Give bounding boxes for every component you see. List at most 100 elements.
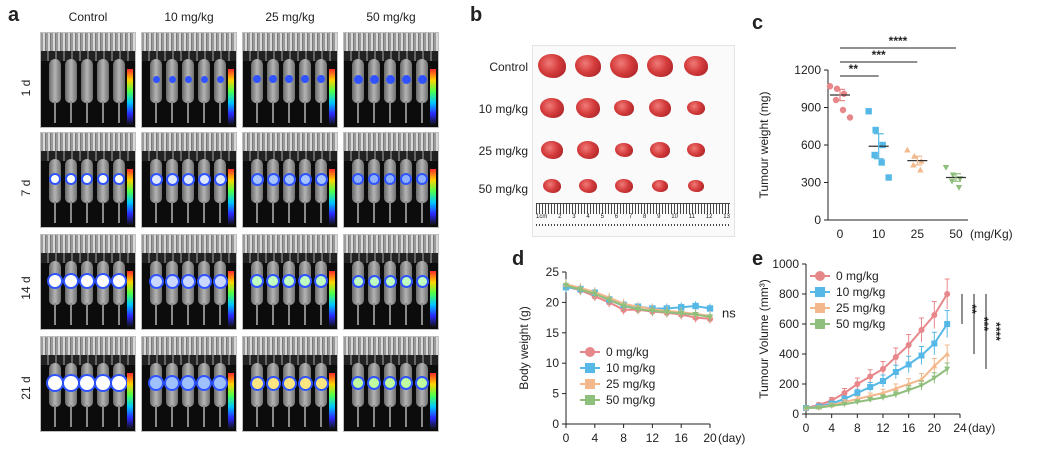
legend-label: 25 mg/kg — [606, 377, 656, 391]
y-tick-label: 200 — [779, 377, 799, 391]
luminescence-signal — [67, 175, 75, 183]
mouse-tail — [357, 201, 359, 223]
mouse-tail — [102, 303, 104, 325]
data-point — [885, 174, 892, 181]
data-point — [892, 385, 899, 391]
mouse-tail — [272, 101, 274, 123]
mouse-tail — [256, 101, 258, 123]
data-point — [904, 146, 911, 153]
mouse-tail — [405, 201, 407, 223]
data-point — [826, 83, 834, 90]
data-point — [620, 303, 627, 310]
mouse-image-cell — [141, 132, 237, 228]
x-tick-label: 4 — [828, 421, 835, 435]
data-point — [878, 159, 885, 166]
data-point — [955, 184, 963, 191]
luminescence-signal — [418, 175, 426, 183]
luminescence-signal — [167, 174, 177, 184]
ruler-label: 4 — [586, 214, 590, 220]
tumor — [647, 55, 673, 77]
data-point — [905, 342, 912, 348]
x-tick-label: 16 — [902, 421, 916, 435]
ns-annotation: ns — [722, 305, 736, 320]
data-point — [944, 291, 951, 297]
luminescence-signal — [369, 378, 379, 388]
data-point — [854, 381, 861, 387]
y-tick-label: 0 — [792, 407, 799, 421]
x-tick-label: 20 — [928, 421, 942, 435]
mouse — [97, 59, 109, 103]
mouse-tail — [320, 101, 322, 123]
legend-item: 25 mg/kg — [580, 376, 655, 392]
row-label-21d: 21 d — [19, 376, 33, 400]
panel-d-letter: d — [512, 248, 525, 270]
ruler-label: 13 — [723, 214, 730, 220]
data-point — [846, 114, 854, 121]
x-tick-label: 8 — [620, 431, 627, 445]
mouse-tail — [272, 201, 274, 223]
ruler-label: 8 — [642, 214, 647, 220]
body-weight-legend: 0 mg/kg 10 mg/kg 25 mg/kg 50 mg/kg — [580, 344, 655, 408]
x-axis-label: (day) — [718, 431, 745, 445]
tumor-row-label-25mg: 25 mg/kg — [478, 144, 528, 158]
luminescence-signal — [115, 175, 123, 183]
tumor — [614, 100, 634, 116]
legend-swatch — [580, 346, 600, 358]
ruler-label: 10 — [671, 214, 678, 220]
tumor — [541, 141, 563, 159]
luminescence-signal — [199, 174, 209, 184]
data-point — [833, 85, 841, 92]
mouse-tail — [320, 405, 322, 427]
imager-bar — [344, 133, 438, 151]
mouse — [283, 59, 295, 103]
data-point — [931, 340, 938, 347]
data-point — [815, 405, 822, 411]
legend-item: 0 mg/kg — [810, 268, 885, 284]
mouse-tail — [357, 405, 359, 427]
tumor-row-label-10mg: 10 mg/kg — [478, 102, 528, 116]
mouse-tail — [86, 201, 88, 223]
luminescence-signal — [370, 175, 378, 183]
imager-bar — [41, 253, 135, 263]
y-tick-label: 10 — [546, 356, 560, 370]
imager-bar — [344, 355, 438, 365]
y-tick-label: 0 — [552, 417, 559, 431]
color-scale-bar — [329, 69, 335, 125]
significance-label: **** — [889, 34, 908, 48]
data-point — [692, 302, 699, 310]
mouse — [214, 59, 226, 103]
mouse-tail — [389, 405, 391, 427]
x-axis-label: (mg/Kg) — [970, 227, 1013, 241]
luminescence-signal — [49, 275, 61, 287]
mouse — [166, 59, 178, 103]
luminescence-signal — [198, 377, 210, 389]
data-point — [918, 327, 925, 333]
data-point — [931, 363, 938, 369]
imager-bar — [344, 253, 438, 263]
ruler-label: 1cm — [536, 214, 548, 220]
data-point — [865, 108, 872, 115]
mouse-tail — [288, 405, 290, 427]
mouse-tail — [54, 303, 56, 325]
mouse-tail — [102, 405, 104, 427]
data-point — [841, 390, 848, 396]
tumor — [615, 179, 633, 193]
mouse-tail — [272, 303, 274, 325]
data-point — [663, 309, 670, 316]
data-point — [803, 405, 809, 411]
luminescence-signal — [96, 376, 110, 390]
imager-bar — [243, 133, 337, 151]
x-tick-label: 10 — [872, 227, 886, 241]
luminescence-signal — [252, 174, 262, 184]
data-point — [918, 383, 925, 389]
data-point — [892, 369, 899, 375]
luminescence-signal — [215, 174, 225, 184]
mouse-tail — [320, 303, 322, 325]
mouse-image-cell — [40, 32, 136, 128]
luminescence-signal — [214, 377, 226, 389]
luminescence-signal — [316, 174, 326, 184]
color-scale-bar — [430, 169, 436, 225]
data-point — [880, 366, 886, 372]
luminescence-signal — [316, 276, 326, 286]
